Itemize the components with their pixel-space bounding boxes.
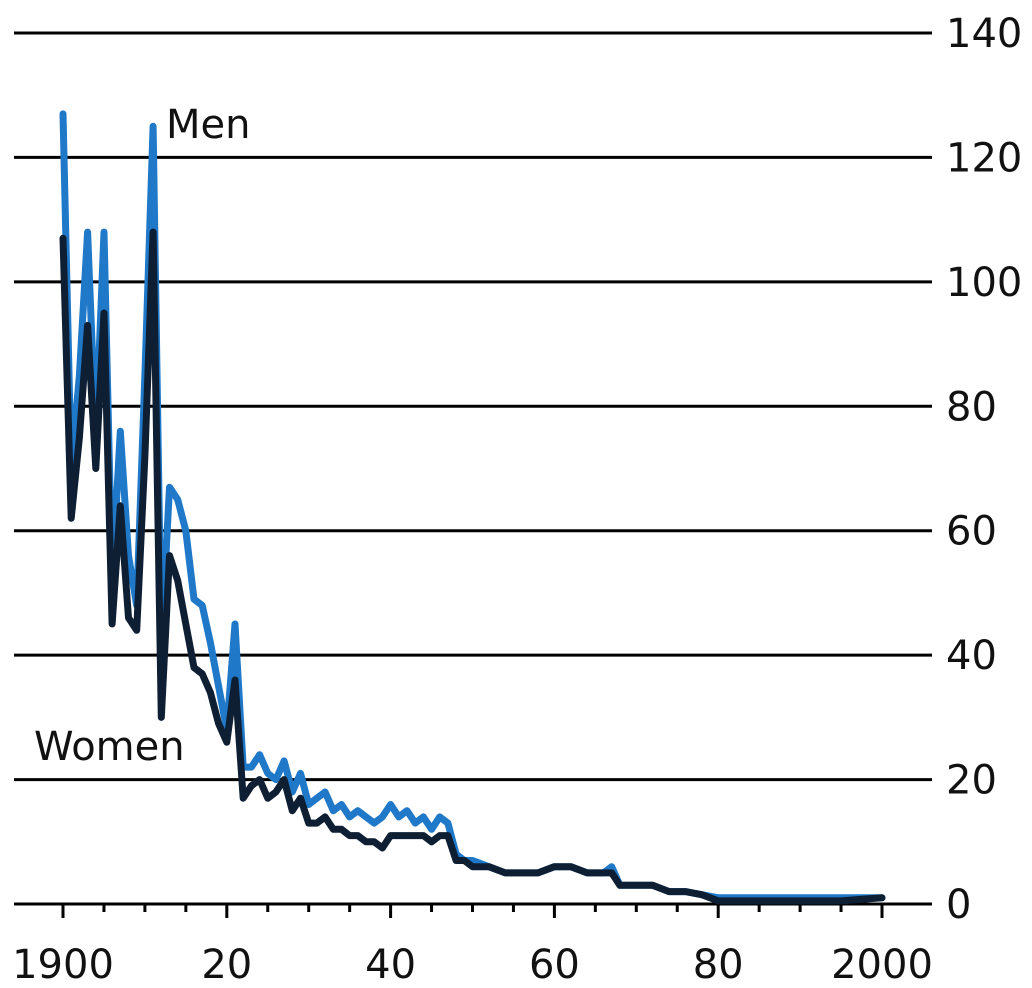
x-axis (61, 904, 884, 918)
y-tick-label: 80 (946, 384, 997, 430)
x-tick-label: 1900 (12, 942, 114, 988)
x-tick-label: 40 (365, 942, 416, 988)
x-axis-labels: 1900 20 40 60 80 2000 (12, 942, 933, 988)
series-label-men: Men (166, 102, 250, 148)
series-line-women (59, 228, 886, 905)
y-tick-label: 120 (946, 135, 1022, 181)
series-annotations: Men Women (34, 102, 250, 770)
x-tick-label: 2000 (831, 942, 933, 988)
x-tick-label: 80 (693, 942, 744, 988)
y-axis-labels: 0 20 40 60 80 100 120 140 (946, 11, 1022, 928)
series-label-women: Women (34, 724, 185, 770)
y-tick-label: 100 (946, 260, 1022, 306)
x-tick-label: 20 (201, 942, 252, 988)
y-tick-label: 40 (946, 633, 997, 679)
y-tick-label: 140 (946, 11, 1022, 57)
series-lines (59, 110, 886, 905)
x-tick-label: 60 (529, 942, 580, 988)
y-tick-label: 20 (946, 758, 997, 804)
y-tick-label: 60 (946, 509, 997, 555)
y-tick-label: 0 (946, 882, 971, 928)
